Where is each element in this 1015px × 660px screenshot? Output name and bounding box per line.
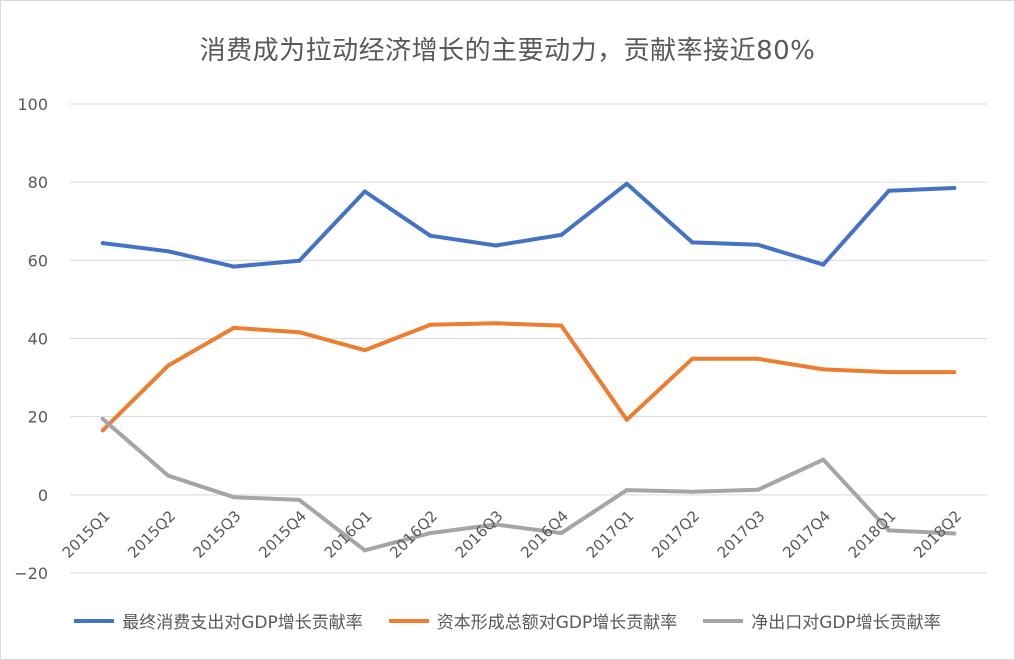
data-point xyxy=(952,531,957,536)
x-tick-label: 2015Q4 xyxy=(255,507,310,562)
legend-label: 净出口对GDP增长贡献率 xyxy=(751,613,941,633)
data-point xyxy=(690,356,695,361)
data-point xyxy=(559,531,564,536)
data-point xyxy=(952,186,957,191)
data-point xyxy=(362,189,367,194)
legend-swatch xyxy=(74,618,115,623)
data-point xyxy=(100,428,105,433)
data-point xyxy=(428,233,433,238)
data-point xyxy=(428,531,433,536)
data-point xyxy=(559,232,564,237)
series-line xyxy=(100,321,957,433)
data-point xyxy=(952,370,957,375)
data-point xyxy=(297,258,302,263)
legend-label: 最终消费支出对GDP增长贡献率 xyxy=(122,613,363,633)
data-point xyxy=(297,497,302,502)
x-tick-label: 2016Q4 xyxy=(517,507,572,562)
data-point xyxy=(755,487,760,492)
data-point xyxy=(624,181,629,186)
legend: 最终消费支出对GDP增长贡献率 资本形成总额对GDP增长贡献率 净出口对GDP增长贡… xyxy=(0,608,1015,633)
y-tick-label: −20 xyxy=(14,564,48,583)
legend-swatch xyxy=(388,618,429,623)
data-point xyxy=(886,370,891,375)
x-tick-label: 2015Q3 xyxy=(190,507,245,562)
legend-label: 资本形成总额对GDP增长贡献率 xyxy=(436,613,678,633)
x-tick-label: 2015Q2 xyxy=(124,507,179,562)
data-point xyxy=(166,363,171,368)
x-tick-label: 2016Q3 xyxy=(452,507,507,562)
data-point xyxy=(821,262,826,267)
data-point xyxy=(690,489,695,494)
data-point xyxy=(624,488,629,493)
data-point xyxy=(231,495,236,500)
x-tick-label: 2017Q4 xyxy=(779,507,834,562)
data-point xyxy=(231,325,236,330)
chart-title: 消费成为拉动经济增长的主要动力，贡献率接近80% xyxy=(199,36,816,66)
data-point xyxy=(755,242,760,247)
data-point xyxy=(821,367,826,372)
y-tick-label: 20 xyxy=(28,408,48,427)
x-tick-label: 2017Q2 xyxy=(648,507,703,562)
data-point xyxy=(493,321,498,326)
data-point xyxy=(886,188,891,193)
data-point xyxy=(428,322,433,327)
x-tick-label: 2017Q3 xyxy=(714,507,769,562)
x-tick-label: 2018Q2 xyxy=(910,507,965,562)
y-tick-label: 100 xyxy=(17,95,48,114)
data-point xyxy=(100,241,105,246)
legend-item: 净出口对GDP增长贡献率 xyxy=(703,608,941,633)
data-point xyxy=(493,243,498,248)
data-point xyxy=(362,348,367,353)
data-point xyxy=(886,528,891,533)
legend-item: 最终消费支出对GDP增长贡献率 xyxy=(74,608,363,633)
data-point xyxy=(755,356,760,361)
x-tick-label: 2016Q1 xyxy=(321,507,376,562)
x-tick-label: 2015Q1 xyxy=(59,507,114,562)
data-point xyxy=(231,264,236,269)
y-tick-label: 80 xyxy=(28,173,48,192)
data-point xyxy=(624,417,629,422)
data-point xyxy=(362,548,367,553)
data-point xyxy=(559,323,564,328)
data-point xyxy=(166,473,171,478)
y-tick-label: 0 xyxy=(38,486,48,505)
data-point xyxy=(166,249,171,254)
data-point xyxy=(100,417,105,422)
legend-item: 资本形成总额对GDP增长贡献率 xyxy=(388,608,678,633)
y-tick-label: 60 xyxy=(28,251,48,270)
data-point xyxy=(297,330,302,335)
data-point xyxy=(493,522,498,527)
legend-swatch xyxy=(703,618,744,623)
series-line xyxy=(100,181,957,269)
data-point xyxy=(821,457,826,462)
series-line xyxy=(100,417,957,553)
data-point xyxy=(690,240,695,245)
y-tick-label: 40 xyxy=(28,330,48,349)
